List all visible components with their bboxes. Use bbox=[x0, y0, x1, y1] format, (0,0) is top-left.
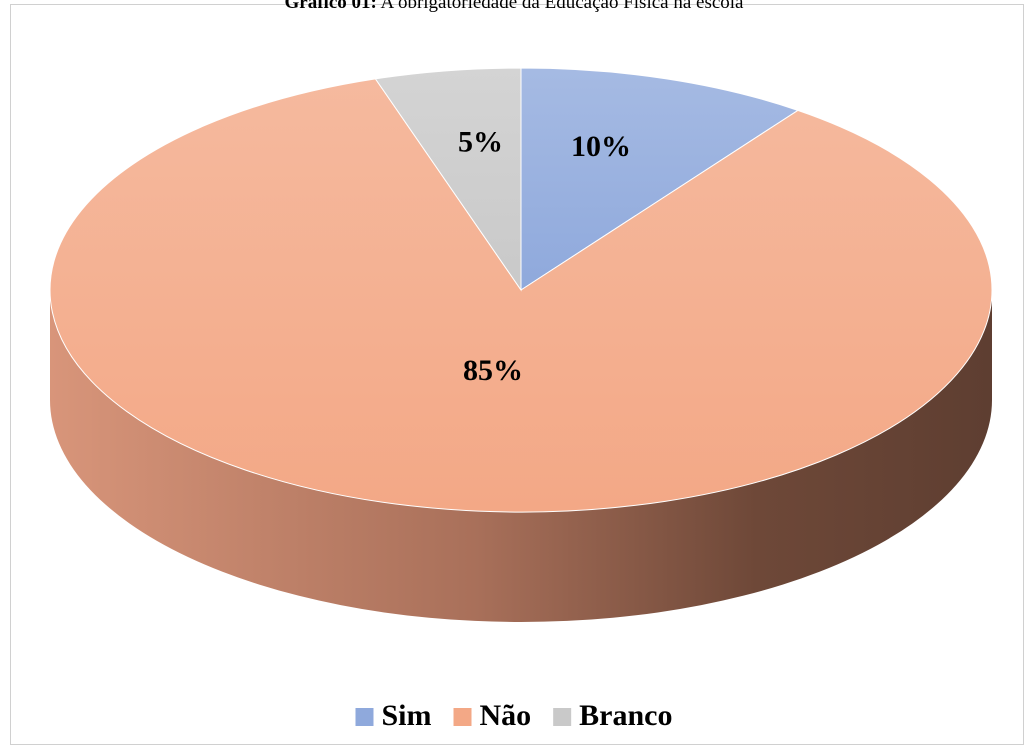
title-label: Gráfico 01: bbox=[285, 0, 377, 13]
pie-slice bbox=[374, 67, 522, 292]
title-text: A obrigatoriedade da Educação Física na … bbox=[381, 0, 745, 13]
legend-swatch bbox=[355, 708, 374, 726]
legend-swatch bbox=[453, 708, 472, 726]
data-label: 10% bbox=[571, 130, 631, 163]
legend-label: Não bbox=[480, 699, 532, 732]
legend-label: Branco bbox=[579, 699, 672, 732]
pie-slice bbox=[49, 78, 993, 513]
pie-side bbox=[50, 290, 992, 622]
legend-swatch bbox=[553, 708, 572, 726]
legend-label: Sim bbox=[381, 699, 431, 732]
chart-title: Gráfico 01: A obrigatoriedade da Educaçã… bbox=[285, 0, 745, 13]
data-label: 5% bbox=[458, 125, 503, 158]
data-label: 85% bbox=[463, 354, 523, 387]
pie-slice bbox=[520, 67, 799, 291]
